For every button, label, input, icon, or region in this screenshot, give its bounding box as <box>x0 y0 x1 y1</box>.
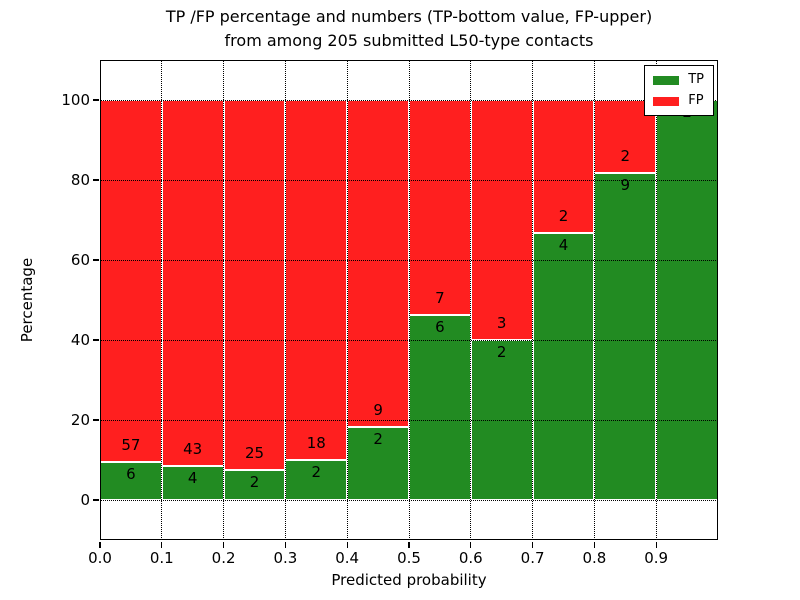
x-tick-label: 0.5 <box>397 549 421 567</box>
x-tick-label: 0.0 <box>88 549 112 567</box>
y-tick-label: 20 <box>70 411 90 429</box>
tp-bar-segment <box>100 461 162 500</box>
y-tick-mark <box>92 259 99 261</box>
tp-bar-segment <box>656 100 718 500</box>
y-tick-label: 60 <box>70 251 90 269</box>
fp-swatch-icon <box>653 96 680 106</box>
y-tick-label: 40 <box>70 331 90 349</box>
x-tick-mark <box>531 541 534 548</box>
tp-bar-segment <box>470 340 533 500</box>
fp-bar-segment <box>223 100 286 471</box>
tp-bar-segment <box>594 172 657 500</box>
y-tick-label: 100 <box>61 91 90 109</box>
y-tick-label: 0 <box>80 491 90 509</box>
chart-title: TP /FP percentage and numbers (TP-bottom… <box>100 5 718 53</box>
y-tick-label: 80 <box>70 171 90 189</box>
x-tick-label: 0.1 <box>149 549 174 567</box>
x-axis-label: Predicted probability <box>331 571 487 589</box>
x-tick-mark <box>161 541 163 548</box>
bars-layer <box>100 60 718 540</box>
plot-area: 57643425218292763224292 0.00.10.20.30.40… <box>61 60 718 567</box>
x-tick-label: 0.2 <box>211 549 236 567</box>
x-tick-mark <box>346 541 348 548</box>
fp-bar-segment <box>100 100 162 462</box>
tp-bar-segment <box>161 465 224 500</box>
y-tick-mark <box>92 179 99 181</box>
tp-bar-segment <box>347 427 409 500</box>
fp-bar-segment <box>470 100 533 340</box>
x-tick-label: 0.7 <box>520 549 545 567</box>
legend: TP FP <box>644 65 714 116</box>
y-tick-mark <box>92 499 99 501</box>
x-tick-mark <box>593 541 596 548</box>
fp-bar-segment <box>532 100 595 234</box>
tp-bar-segment <box>409 315 471 500</box>
fp-bar-segment <box>347 100 409 428</box>
x-tick-mark <box>284 541 287 548</box>
x-tick-label: 0.9 <box>644 549 669 567</box>
legend-label-fp: FP <box>688 93 704 108</box>
x-tick-label: 0.6 <box>458 549 483 567</box>
x-tick-label: 0.4 <box>335 549 360 567</box>
x-tick-label: 0.8 <box>582 549 607 567</box>
chart-title-line-1: TP /FP percentage and numbers (TP-bottom… <box>165 7 653 26</box>
tp-bar-segment <box>223 470 286 500</box>
fp-bar-segment <box>285 100 348 460</box>
legend-entry-fp: FP <box>653 94 704 108</box>
chart-title-line-2: from among 205 submitted L50-type contac… <box>224 31 594 50</box>
y-tick-mark <box>92 99 99 101</box>
tp-swatch-icon <box>653 75 680 85</box>
x-tick-mark <box>655 541 657 548</box>
fp-bar-segment <box>161 100 224 466</box>
x-tick-mark <box>99 541 101 548</box>
y-tick-mark <box>92 339 99 341</box>
y-tick-mark <box>92 419 99 421</box>
fp-bar-segment <box>409 100 471 316</box>
x-tick-mark <box>222 541 225 548</box>
y-axis-label: Percentage <box>18 257 37 343</box>
x-tick-label: 0.3 <box>273 549 298 567</box>
x-tick-mark <box>408 541 410 548</box>
legend-entry-tp: TP <box>653 73 704 87</box>
tp-bar-segment <box>285 460 348 500</box>
legend-label-tp: TP <box>688 72 704 87</box>
x-tick-mark <box>470 541 472 548</box>
tp-bar-segment <box>532 233 595 500</box>
